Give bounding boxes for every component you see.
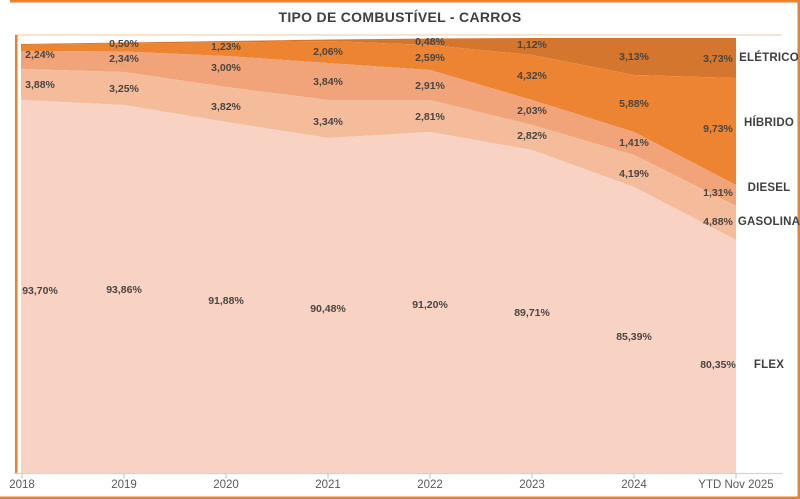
data-label: 1,31% [703, 187, 733, 199]
data-label: 80,35% [700, 359, 736, 371]
x-axis-label: 2018 [9, 479, 35, 491]
data-label: 91,20% [412, 299, 448, 311]
data-label: 3,25% [109, 83, 139, 95]
x-axis-label: 2019 [111, 479, 137, 491]
data-label: 3,82% [211, 101, 241, 113]
data-label: 85,39% [616, 331, 652, 343]
series-label: ELÉTRICO [739, 52, 799, 64]
chart-title: TIPO DE COMBUSTÍVEL - CARROS [278, 9, 522, 25]
x-axis-label: 2021 [315, 479, 341, 491]
data-label: 1,41% [619, 137, 649, 149]
area-flex [21, 100, 736, 473]
series-label: FLEX [753, 359, 785, 371]
x-axis-label: 2022 [417, 479, 443, 491]
data-label: 2,91% [415, 80, 445, 92]
area-eletrico [21, 38, 736, 78]
data-label: 89,71% [514, 307, 550, 319]
data-label: 4,32% [517, 70, 547, 82]
data-label: 90,48% [310, 303, 346, 315]
data-label: 5,88% [619, 98, 649, 110]
data-label: 3,88% [25, 79, 55, 91]
area-gasolina [21, 69, 736, 240]
area-hibrido [21, 41, 736, 185]
y-axis-line [15, 35, 18, 473]
data-label: 2,34% [109, 53, 139, 65]
data-label: 93,70% [22, 285, 58, 297]
x-axis-label: 2023 [519, 479, 545, 491]
data-label: 3,84% [313, 76, 343, 88]
data-label: 3,34% [313, 116, 343, 128]
x-axis-label: YTD Nov 2025 [698, 479, 774, 491]
data-label: 3,00% [211, 62, 241, 74]
data-label: 93,86% [106, 284, 142, 296]
data-label: 2,24% [25, 49, 55, 61]
data-label: 1,23% [211, 41, 241, 53]
x-axis-label: 2020 [213, 479, 239, 491]
data-label: 3,73% [703, 53, 733, 65]
data-label: 2,59% [415, 52, 445, 64]
x-axis-label: 2024 [621, 479, 647, 491]
data-label: 2,03% [517, 105, 547, 117]
data-label: 2,82% [517, 130, 547, 142]
data-label: 9,73% [703, 123, 733, 135]
data-label: 4,19% [619, 168, 649, 180]
frame-border-bottom [0, 496, 800, 499]
data-label: 2,06% [313, 46, 343, 58]
data-label: 3,13% [619, 51, 649, 63]
frame-border-top [10, 0, 800, 3]
data-label: 0,48% [415, 36, 445, 48]
series-label: DIESEL [747, 182, 791, 194]
data-label: 2,81% [415, 111, 445, 123]
data-label: 91,88% [208, 295, 244, 307]
series-label: HÍBRIDO [744, 117, 794, 129]
area-diesel [21, 51, 736, 206]
series-label: GASOLINA [737, 216, 800, 228]
data-label: 1,12% [517, 39, 547, 51]
data-label: 4,88% [703, 216, 733, 228]
frame-border-right [797, 0, 800, 499]
data-label: 0,50% [109, 38, 139, 50]
